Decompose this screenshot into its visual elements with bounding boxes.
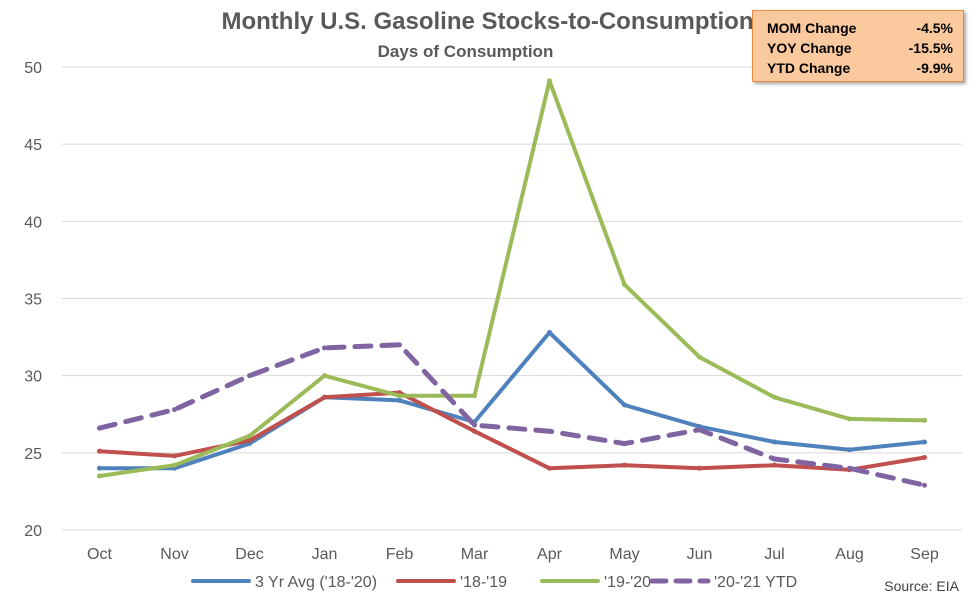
chart-title: Monthly U.S. Gasoline Stocks-to-Consumpt… — [221, 8, 754, 35]
data-point — [697, 427, 702, 433]
y-tick-label: 30 — [24, 369, 42, 386]
stat-row-ytd: YTD Change -9.9% — [767, 58, 953, 78]
data-point — [922, 454, 927, 460]
data-point — [772, 394, 777, 400]
x-tick-label: Feb — [386, 546, 414, 563]
x-tick-label: Jun — [687, 546, 713, 563]
data-point — [172, 453, 177, 459]
data-point — [922, 439, 927, 445]
data-point — [847, 465, 852, 471]
data-point — [772, 462, 777, 468]
data-point — [97, 473, 102, 479]
series-line-2 — [97, 78, 927, 478]
data-point — [847, 416, 852, 422]
y-tick-label: 40 — [24, 214, 42, 231]
data-point — [397, 397, 402, 403]
data-point — [772, 439, 777, 445]
x-tick-label: Dec — [235, 546, 263, 563]
stat-row-yoy: YOY Change -15.5% — [767, 38, 953, 58]
data-point — [547, 329, 552, 335]
data-point — [247, 437, 252, 443]
data-point — [97, 465, 102, 471]
data-point — [172, 462, 177, 468]
y-tick-label: 25 — [24, 446, 42, 463]
stat-row-mom: MOM Change -4.5% — [767, 18, 953, 38]
chart-subtitle: Days of Consumption — [377, 42, 554, 61]
data-point — [622, 462, 627, 468]
data-point — [697, 354, 702, 360]
x-tick-label: May — [609, 546, 639, 563]
x-tick-label: Mar — [461, 546, 489, 563]
legend-label: '18-'19 — [460, 574, 507, 591]
data-point — [247, 373, 252, 379]
data-point — [622, 402, 627, 408]
x-tick-label: Nov — [160, 546, 188, 563]
data-point — [97, 448, 102, 454]
series-line-3 — [97, 342, 927, 488]
data-point — [322, 345, 327, 351]
data-point — [97, 425, 102, 431]
data-point — [322, 373, 327, 379]
stat-value: -15.5% — [908, 40, 953, 56]
source-note: Source: EIA — [884, 578, 959, 594]
x-tick-label: Oct — [87, 546, 112, 563]
data-point — [922, 482, 927, 488]
data-point — [772, 456, 777, 462]
legend-label: '20-'21 YTD — [714, 574, 797, 591]
stat-value: -9.9% — [916, 60, 953, 76]
data-point — [397, 393, 402, 399]
data-point — [547, 428, 552, 434]
y-tick-label: 20 — [24, 523, 42, 540]
data-point — [922, 417, 927, 423]
y-tick-label: 50 — [24, 60, 42, 77]
series-line-1 — [97, 390, 927, 472]
data-point — [697, 465, 702, 471]
data-point — [247, 433, 252, 439]
legend-label: '19-'20 — [604, 574, 651, 591]
data-point — [172, 407, 177, 413]
data-point — [472, 393, 477, 399]
series-line-0 — [97, 330, 927, 471]
y-tick-label: 35 — [24, 292, 42, 309]
data-point — [547, 465, 552, 471]
data-point — [397, 342, 402, 348]
data-point — [547, 78, 552, 84]
legend-label: 3 Yr Avg ('18-'20) — [255, 574, 377, 591]
data-point — [472, 428, 477, 434]
x-tick-label: Jan — [312, 546, 338, 563]
x-tick-label: Apr — [537, 546, 563, 563]
x-tick-label: Sep — [910, 546, 939, 563]
data-point — [322, 394, 327, 400]
data-point — [622, 441, 627, 447]
x-tick-label: Jul — [764, 546, 784, 563]
change-stats-box: MOM Change -4.5% YOY Change -15.5% YTD C… — [752, 10, 964, 82]
data-point — [472, 422, 477, 428]
stat-label: YTD Change — [767, 60, 851, 76]
stat-value: -4.5% — [916, 20, 953, 36]
stat-label: YOY Change — [767, 40, 852, 56]
x-tick-label: Aug — [835, 546, 863, 563]
data-point — [622, 282, 627, 288]
data-point — [847, 447, 852, 453]
stat-label: MOM Change — [767, 20, 857, 36]
y-tick-label: 45 — [24, 137, 42, 154]
